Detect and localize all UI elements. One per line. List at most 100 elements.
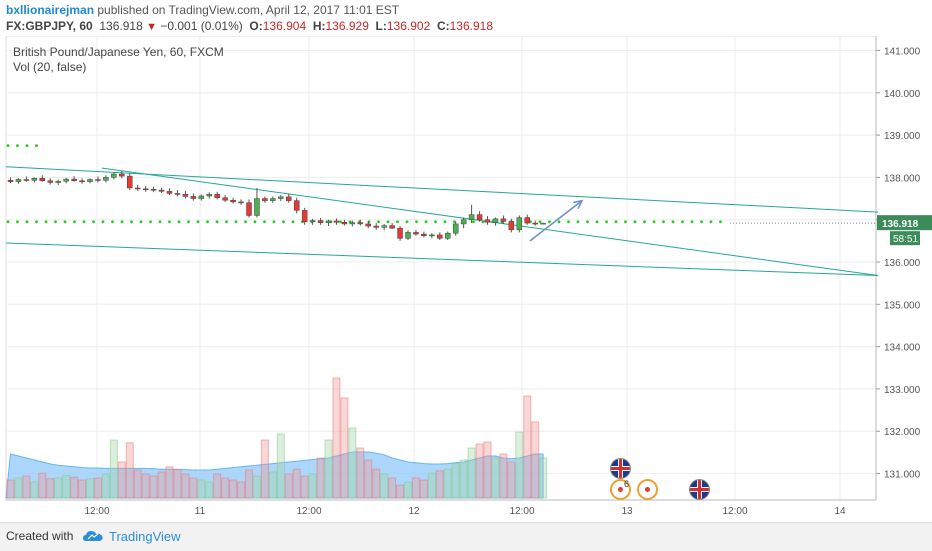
candle-body[interactable] xyxy=(71,178,77,182)
x-tick-label: 12:00 xyxy=(509,506,534,517)
published-text: published on TradingView.com, April 12, … xyxy=(97,3,400,17)
candle-body[interactable] xyxy=(389,225,395,229)
candle-body[interactable] xyxy=(532,222,538,225)
candle-body[interactable] xyxy=(397,227,403,239)
volume-bar xyxy=(157,471,166,499)
candle-body[interactable] xyxy=(293,200,300,211)
candle-body[interactable] xyxy=(246,202,252,216)
arrow-line[interactable] xyxy=(529,200,583,242)
level-dot xyxy=(139,220,143,224)
uk-flag-icon[interactable] xyxy=(610,458,631,479)
candle-body[interactable] xyxy=(142,188,149,191)
candle-body[interactable] xyxy=(301,210,308,223)
candle-body[interactable] xyxy=(508,221,515,231)
candle-body[interactable] xyxy=(111,173,117,178)
candle-body[interactable] xyxy=(445,232,451,239)
level-dot xyxy=(595,220,599,224)
candle-body[interactable] xyxy=(365,223,371,227)
trend-line[interactable] xyxy=(5,242,879,277)
candle-body[interactable] xyxy=(317,220,324,223)
candle-body[interactable] xyxy=(492,218,499,223)
candle-body[interactable] xyxy=(174,193,181,195)
candle-body[interactable] xyxy=(55,180,61,183)
event-marker[interactable] xyxy=(637,479,658,500)
candle-body[interactable] xyxy=(198,195,205,199)
author-link[interactable]: bxllionairejman xyxy=(6,3,95,17)
volume-bar xyxy=(396,484,405,499)
candle-body[interactable] xyxy=(413,232,419,235)
candle-body[interactable] xyxy=(341,221,348,225)
candle-body[interactable] xyxy=(15,179,22,182)
candle-body[interactable] xyxy=(134,187,141,190)
candle-body[interactable] xyxy=(222,197,228,201)
candle-body[interactable] xyxy=(7,180,14,182)
candle-body[interactable] xyxy=(286,196,292,201)
candle-body[interactable] xyxy=(238,201,244,204)
candle-body[interactable] xyxy=(468,214,475,220)
candle-body[interactable] xyxy=(484,219,491,223)
candle-body[interactable] xyxy=(63,178,69,182)
candle-body[interactable] xyxy=(540,222,546,225)
candle-body[interactable] xyxy=(127,175,133,189)
candle-body[interactable] xyxy=(270,198,276,201)
candle-body[interactable] xyxy=(278,196,284,199)
candle-body[interactable] xyxy=(103,177,109,181)
volume-bar xyxy=(451,463,460,499)
volume-bar xyxy=(173,468,182,499)
candle-body[interactable] xyxy=(95,179,101,181)
candle-body[interactable] xyxy=(230,199,236,203)
candle-body[interactable] xyxy=(79,180,85,183)
candle-body[interactable] xyxy=(381,225,387,228)
candle-body[interactable] xyxy=(87,179,93,182)
candle-body[interactable] xyxy=(254,198,260,216)
candle-body[interactable] xyxy=(150,188,157,191)
candle-body[interactable] xyxy=(516,217,523,231)
candle-body[interactable] xyxy=(262,198,268,201)
candle-body[interactable] xyxy=(119,173,125,177)
level-dot xyxy=(643,220,646,224)
candle-body[interactable] xyxy=(357,222,364,225)
volume-bar xyxy=(467,447,476,499)
event-marker[interactable] xyxy=(610,479,631,500)
level-dot xyxy=(690,220,694,224)
level-dot xyxy=(291,220,295,224)
trend-line[interactable] xyxy=(5,166,879,213)
candle-body[interactable] xyxy=(47,180,53,183)
candle-body[interactable] xyxy=(214,194,220,198)
candle-body[interactable] xyxy=(39,177,46,182)
candle-body[interactable] xyxy=(524,217,530,224)
candle-body[interactable] xyxy=(206,194,212,197)
price-chart[interactable]: 141.000140.000139.000138.000137.000136.0… xyxy=(0,36,932,522)
volume-bar xyxy=(427,472,436,499)
candle-body[interactable] xyxy=(333,220,340,223)
candle-body[interactable] xyxy=(23,179,30,181)
level-dot xyxy=(16,220,19,224)
tradingview-brand[interactable]: TradingView xyxy=(109,529,181,544)
candle-body[interactable] xyxy=(421,233,427,237)
candle-body[interactable] xyxy=(349,222,356,225)
level-dot xyxy=(671,220,675,224)
candle-body[interactable] xyxy=(437,234,443,239)
candle-body[interactable] xyxy=(405,232,411,239)
candle-body[interactable] xyxy=(452,223,459,234)
volume-bar xyxy=(284,473,293,499)
candle-body[interactable] xyxy=(325,220,332,223)
candle-body[interactable] xyxy=(476,214,483,220)
candle-body[interactable] xyxy=(190,196,197,199)
volume-bar xyxy=(539,457,548,499)
candle-body[interactable] xyxy=(158,189,165,192)
candle-body[interactable] xyxy=(429,234,435,237)
level-dot xyxy=(282,220,285,224)
candle-body[interactable] xyxy=(460,219,467,225)
symbol-label[interactable]: FX:GBPJPY, 60 xyxy=(6,19,93,33)
y-tick-label: 133.000 xyxy=(884,385,921,396)
candle-body[interactable] xyxy=(309,220,316,223)
level-dot xyxy=(149,220,152,224)
candle-body[interactable] xyxy=(373,225,379,228)
candle-body[interactable] xyxy=(31,177,38,181)
level-dot xyxy=(35,220,38,224)
candle-body[interactable] xyxy=(500,218,507,222)
candle-body[interactable] xyxy=(166,191,173,194)
candle-body[interactable] xyxy=(182,194,189,197)
uk-flag-icon[interactable] xyxy=(689,479,710,500)
